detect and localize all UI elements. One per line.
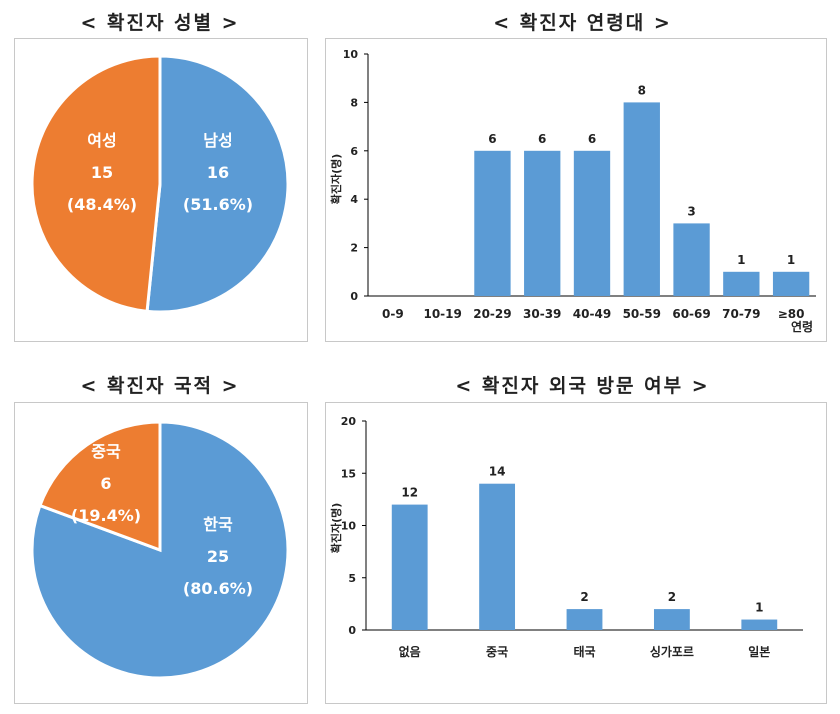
- travel-bar: [391, 504, 428, 630]
- age-bar-value-label: 6: [488, 132, 496, 146]
- travel-y-tick-label: 5: [348, 572, 356, 585]
- nationality-slice-0-value: 25: [207, 547, 229, 566]
- age-x-tick-label: 60-69: [672, 307, 710, 321]
- gender-chart-title: < 확진자 성별 >: [80, 12, 240, 34]
- age-y-tick-label: 8: [350, 96, 358, 109]
- age-bar-value-label: 1: [787, 253, 795, 267]
- travel-bar-chart: 0 5 10 15 20 12 없음 14 중국 2 태국 2 싱가포르 1 일본 확진자(명): [329, 415, 803, 659]
- age-x-tick-label: 70-79: [722, 307, 760, 321]
- age-x-tick-label: 50-59: [623, 307, 661, 321]
- travel-bar-value-label: 2: [668, 590, 676, 604]
- age-bar: [623, 102, 660, 297]
- travel-bar: [479, 483, 516, 630]
- age-y-tick-label: 10: [343, 48, 359, 61]
- gender-pie-panel: 남성 16 (51.6%) 여성 15 (48.4%): [14, 38, 308, 342]
- gender-slice-1: [30, 54, 162, 313]
- age-bar: [723, 271, 760, 296]
- gender-slice-0-value: 16: [207, 163, 229, 182]
- nationality-slice-0: [30, 420, 290, 680]
- age-x-tick-label: 30-39: [523, 307, 561, 321]
- nationality-pie-chart: 한국 25 (80.6%) 중국 6 (19.4%): [30, 420, 290, 680]
- travel-bar-value-label: 1: [755, 601, 763, 615]
- travel-x-tick-label: 태국: [573, 644, 595, 659]
- age-x-tick-label: 40-49: [573, 307, 611, 321]
- travel-x-tick-label: 없음: [399, 644, 421, 659]
- age-x-tick-label: 20-29: [473, 307, 511, 321]
- age-y-tick-label: 0: [350, 290, 358, 303]
- travel-bar: [741, 619, 778, 630]
- age-y-tick-label: 2: [350, 242, 358, 255]
- age-x-axis-label: 연령: [791, 319, 813, 334]
- nationality-pie-panel: 한국 25 (80.6%) 중국 6 (19.4%): [14, 402, 308, 704]
- gender-slice-1-value: 15: [91, 163, 113, 182]
- travel-x-tick-label: 일본: [748, 645, 770, 659]
- age-y-axis-label: 확진자(명): [329, 154, 343, 205]
- gender-slice-1-pct: (48.4%): [67, 195, 137, 214]
- age-bar-value-label: 6: [588, 132, 596, 146]
- age-y-tick-label: 4: [350, 193, 358, 206]
- age-bar: [474, 150, 511, 296]
- travel-y-tick-label: 20: [341, 415, 357, 428]
- age-bar: [573, 150, 611, 296]
- age-bar-value-label: 1: [737, 253, 745, 267]
- gender-pie-chart: 남성 16 (51.6%) 여성 15 (48.4%): [30, 54, 290, 314]
- gender-slice-0: [145, 54, 290, 314]
- travel-x-tick-label: 싱가포르: [650, 644, 694, 659]
- age-bar-value-label: 3: [687, 204, 695, 218]
- travel-bar: [653, 609, 690, 630]
- travel-x-tick-label: 중국: [486, 645, 508, 659]
- nationality-slice-0-name: 한국: [203, 515, 233, 534]
- travel-bar-value-label: 2: [580, 590, 588, 604]
- travel-chart-title: < 확진자 외국 방문 여부 >: [455, 375, 710, 397]
- nationality-slice-1-pct: (19.4%): [71, 506, 141, 525]
- gender-slice-1-name: 여성: [87, 131, 116, 150]
- age-y-tick-label: 6: [350, 145, 358, 158]
- travel-y-tick-label: 15: [341, 467, 356, 480]
- age-bar-panel: 0 2 4 6 8 10 0-9 10-19 6 20-29 6 30-39 6 40-49 8 50-59 3…: [325, 38, 827, 342]
- travel-bar-value-label: 14: [489, 465, 506, 479]
- age-bar: [524, 150, 561, 296]
- nationality-slice-1-value: 6: [100, 474, 111, 493]
- age-x-tick-label: 0-9: [382, 307, 404, 321]
- gender-slice-0-name: 남성: [203, 131, 232, 150]
- age-x-tick-label: 10-19: [423, 307, 461, 321]
- gender-slice-0-pct: (51.6%): [183, 195, 253, 214]
- travel-bar-value-label: 12: [401, 486, 418, 500]
- age-bar: [772, 271, 810, 296]
- age-bar-value-label: 8: [638, 83, 646, 97]
- age-bar-chart: 0 2 4 6 8 10 0-9 10-19 6 20-29 6 30-39 6 40-49 8 50-59 3…: [329, 48, 816, 334]
- travel-y-axis-label: 확진자(명): [329, 503, 343, 554]
- nationality-slice-0-pct: (80.6%): [183, 579, 253, 598]
- travel-y-tick-label: 10: [341, 520, 357, 533]
- age-bar: [673, 223, 710, 296]
- nationality-slice-1-name: 중국: [91, 442, 121, 461]
- age-bar-value-label: 6: [538, 132, 546, 146]
- nationality-chart-title: < 확진자 국적 >: [80, 375, 240, 397]
- age-x-tick-label: ≥80: [778, 307, 805, 321]
- travel-y-tick-label: 0: [348, 624, 356, 637]
- travel-bar: [566, 609, 603, 630]
- nationality-slice-1: [38, 420, 162, 553]
- age-chart-title: < 확진자 연령대 >: [493, 12, 672, 34]
- travel-bar-panel: 0 5 10 15 20 12 없음 14 중국 2 태국 2 싱가포르 1 일본 확진자(명): [325, 402, 827, 704]
